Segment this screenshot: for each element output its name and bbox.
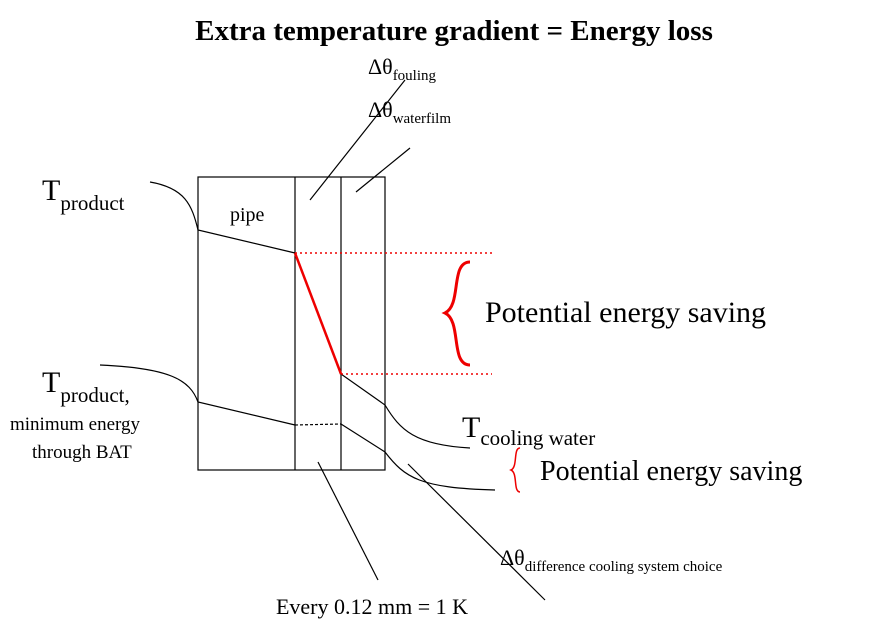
label-main: Δθ	[368, 97, 393, 122]
fouling-label: Δθfouling	[368, 54, 437, 84]
label-sub: difference cooling system choice	[525, 559, 723, 575]
saving-small: Potential energy saving	[540, 456, 802, 487]
pipe-label: pipe	[230, 204, 265, 226]
label-main: T	[462, 411, 480, 444]
label-sub: waterfilm	[393, 111, 452, 127]
title: Extra temperature gradient = Energy loss	[195, 15, 713, 47]
waterfilm-label: Δθwaterfilm	[368, 97, 451, 127]
label-sub: product	[60, 191, 124, 215]
cooling-water-label: Tcooling water	[462, 411, 595, 450]
scale-note: Every 0.12 mm = 1 K	[276, 594, 468, 619]
saving-large: Potential energy saving	[485, 296, 766, 329]
label-sub: cooling water	[480, 426, 595, 450]
product-bat-label: Tproduct,	[42, 366, 130, 407]
label-main: Δθ	[368, 54, 393, 79]
label-sub: fouling	[393, 68, 437, 84]
label-main: Δθ	[500, 545, 525, 570]
braces	[441, 260, 521, 493]
label-sub: product,	[60, 383, 129, 407]
leader-lines	[309, 79, 546, 601]
label-main: T	[42, 366, 60, 399]
label-main: T	[42, 174, 60, 207]
pipe-wall	[197, 176, 386, 471]
product-bat-line: through BAT	[32, 442, 132, 463]
product-label: Tproduct	[42, 174, 125, 215]
difference-label: Δθdifference cooling system choice	[500, 545, 723, 575]
product-bat-line: minimum energy	[10, 414, 140, 435]
temperature-profiles	[99, 181, 496, 491]
